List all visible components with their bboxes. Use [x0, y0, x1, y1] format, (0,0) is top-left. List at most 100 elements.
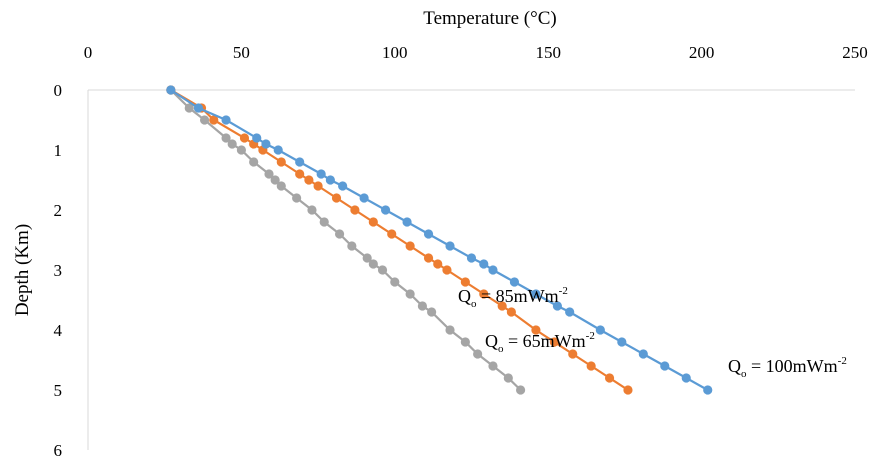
data-point [445, 241, 455, 251]
y-tick-label: 0 [54, 81, 63, 100]
data-point [703, 385, 713, 395]
series-label: Qo = 65mWm-2 [485, 330, 595, 355]
data-point [295, 157, 305, 167]
series-line [170, 89, 629, 391]
data-point [515, 385, 526, 395]
data-point [473, 349, 483, 359]
series-label: Qo = 100mWm-2 [728, 355, 847, 380]
y-tick-label: 2 [54, 201, 63, 220]
data-point [460, 337, 470, 347]
data-point [506, 307, 516, 317]
data-point [595, 325, 605, 335]
data-point [405, 289, 415, 299]
data-point [249, 157, 259, 167]
data-point [488, 361, 498, 371]
data-point [638, 349, 648, 359]
data-point [617, 337, 627, 347]
x-tick-label: 100 [382, 43, 408, 62]
data-point [166, 85, 176, 95]
data-point [387, 229, 397, 239]
data-point [445, 325, 455, 335]
data-point [466, 253, 477, 263]
data-point [221, 133, 231, 143]
x-axis-title: Temperature (°C) [423, 8, 556, 29]
data-point [433, 259, 443, 269]
series-group [166, 85, 713, 395]
data-point [221, 115, 231, 125]
x-tick-label: 200 [689, 43, 715, 62]
data-point [623, 385, 633, 395]
data-point [184, 103, 194, 113]
data-point [479, 259, 489, 269]
data-point [334, 229, 345, 239]
data-point [660, 361, 670, 371]
y-tick-label: 4 [54, 321, 63, 340]
data-point [261, 139, 271, 149]
data-point [236, 145, 246, 155]
series-group [166, 85, 633, 395]
y-tick-label: 6 [54, 441, 63, 460]
x-tick-label: 250 [842, 43, 868, 62]
data-point [503, 373, 513, 383]
data-point [193, 103, 204, 113]
data-point [316, 169, 326, 179]
data-point [509, 277, 520, 287]
data-point [368, 259, 378, 269]
x-tick-label: 150 [535, 43, 561, 62]
series-line [170, 89, 522, 391]
data-point [292, 193, 302, 203]
data-point [338, 181, 348, 191]
data-point [325, 175, 335, 185]
data-point [359, 193, 369, 203]
data-point [319, 217, 329, 227]
data-point [565, 307, 575, 317]
data-point [377, 265, 388, 275]
data-point [479, 289, 489, 299]
data-point [402, 217, 412, 227]
data-point [304, 175, 314, 185]
data-point [199, 115, 210, 125]
data-point [276, 181, 286, 191]
data-point [227, 139, 237, 149]
data-point [497, 301, 507, 311]
series-group [166, 85, 526, 395]
y-axis-tick-labels: 0 1 2 3 4 5 6 [54, 81, 63, 460]
y-tick-label: 5 [54, 381, 63, 400]
data-point [549, 337, 559, 347]
data-point [252, 133, 262, 143]
data-point [552, 301, 563, 311]
data-point [417, 301, 428, 311]
data-point [347, 241, 357, 251]
x-axis-tick-labels: 0 50 100 150 200 250 [84, 43, 868, 62]
data-point [586, 361, 596, 371]
y-tick-label: 3 [54, 261, 63, 280]
x-tick-label: 0 [84, 43, 93, 62]
data-point [209, 115, 219, 125]
data-point [239, 133, 250, 143]
data-point [681, 373, 691, 383]
data-point [442, 265, 452, 275]
data-point [350, 205, 360, 215]
data-point [531, 325, 541, 335]
data-point [380, 205, 391, 215]
data-point [604, 373, 615, 383]
data-point [568, 349, 578, 359]
x-tick-label: 50 [233, 43, 250, 62]
y-axis-title: Depth (Km) [12, 224, 33, 316]
data-point [427, 307, 437, 317]
data-point [368, 217, 378, 227]
data-point [264, 169, 274, 179]
series-label: Qo = 85mWm-2 [458, 285, 568, 310]
data-point [488, 265, 498, 275]
data-point [405, 241, 415, 251]
series-line [170, 89, 709, 391]
data-point [270, 175, 280, 185]
data-point [390, 277, 400, 287]
data-point [331, 193, 342, 203]
data-point [276, 157, 286, 167]
series-layer [166, 85, 713, 395]
data-point [273, 145, 283, 155]
series-annotations: Qo = 100mWm-2 Qo = 85mWm-2 Qo = 65mWm-2 [458, 285, 847, 380]
data-point [460, 277, 470, 287]
